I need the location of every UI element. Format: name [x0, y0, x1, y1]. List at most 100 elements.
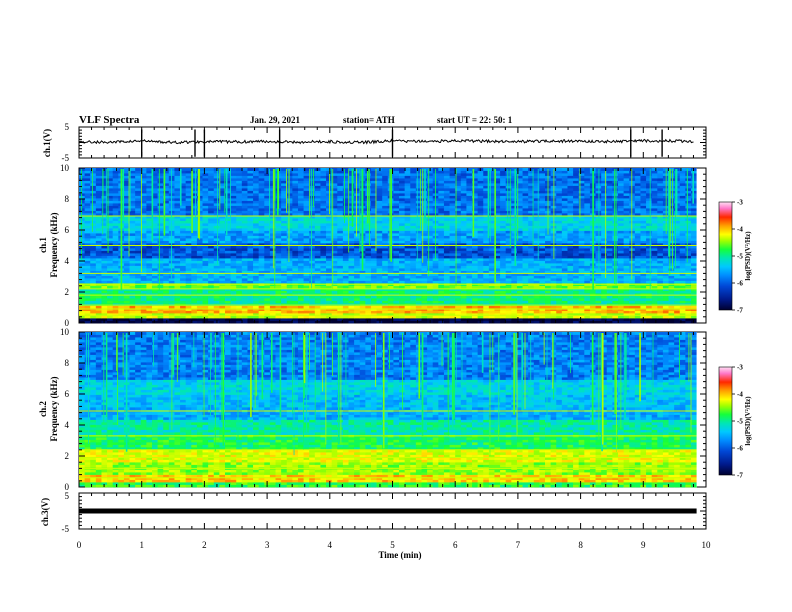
spectrogram-cell: [146, 220, 153, 224]
spectrogram-cell: [640, 228, 647, 231]
spectrogram-cell: [449, 230, 456, 234]
spectrogram-cell: [208, 245, 215, 249]
spectrogram-cell: [84, 288, 91, 291]
spectrogram-cell: [129, 223, 136, 226]
spectrogram-cell: [370, 288, 377, 291]
spectrogram-cell: [213, 305, 220, 309]
spectrogram-cell: [292, 255, 299, 259]
spectrogram-cell: [163, 235, 170, 239]
spectrogram-cell: [275, 240, 282, 244]
spectrogram-cell: [404, 278, 411, 281]
spectrogram-cell: [185, 265, 192, 269]
spectrogram-cell: [449, 228, 456, 231]
spectrogram-cell: [101, 298, 108, 301]
spectrogram-cell: [443, 315, 450, 319]
spectrogram-cell: [606, 243, 613, 246]
spectrogram-cell: [247, 290, 254, 294]
spectrogram-cell: [455, 225, 462, 229]
spectrogram-cell: [84, 278, 91, 281]
spectrogram-cell: [370, 268, 377, 271]
spectrogram-cell: [107, 298, 114, 301]
spectrogram-cell: [241, 280, 248, 284]
spectrogram-cell: [107, 243, 114, 246]
spectrogram-cell: [623, 288, 630, 291]
spectrogram-cell: [359, 310, 366, 314]
spectrogram-cell: [269, 290, 276, 294]
spectrogram-cell: [646, 318, 653, 321]
spectrogram-cell: [241, 263, 248, 266]
spectrogram-cell: [382, 273, 389, 276]
spectrogram-cell: [573, 320, 580, 324]
spectrogram-cell: [511, 315, 518, 319]
spectrogram-cell: [516, 293, 523, 296]
spectrogram-cell: [337, 280, 344, 284]
spectrogram-cell: [219, 215, 226, 219]
spectrogram-cell: [382, 218, 389, 221]
spectrogram-cell: [483, 245, 490, 249]
spectrogram-cell: [539, 263, 546, 266]
spectrogram-cell: [107, 210, 114, 214]
spectrogram-cell: [297, 298, 304, 301]
spectrogram-cell: [438, 288, 445, 291]
spectrogram-cell: [118, 303, 125, 306]
spectrogram-cell: [241, 288, 248, 291]
spectrogram-cell: [219, 223, 226, 226]
spectrogram-cell: [112, 263, 119, 266]
spectrogram-cell: [107, 258, 114, 261]
spectrogram-cell: [629, 263, 636, 266]
spectrogram-cell: [163, 248, 170, 251]
spectrogram-cell: [623, 238, 630, 241]
spectrogram-cell: [522, 228, 529, 231]
spectrogram-cell: [95, 265, 102, 269]
spectrogram-cell: [646, 220, 653, 224]
spectrogram-cell: [522, 315, 529, 319]
spectrogram-cell: [528, 243, 535, 246]
spectrogram-cell: [157, 288, 164, 291]
spectrogram-cell: [185, 293, 192, 296]
spectrogram-cell: [550, 263, 557, 266]
spectrogram-cell: [578, 243, 585, 246]
spectrogram-cell: [685, 290, 692, 294]
spectrogram-cell: [174, 318, 181, 321]
spectrogram-cell: [556, 285, 563, 289]
spectrogram-cell: [668, 258, 675, 261]
spectrogram-cell: [196, 270, 203, 274]
spectrogram-cell: [281, 288, 288, 291]
spectrogram-cell: [404, 260, 411, 264]
spectrogram-cell: [595, 315, 602, 319]
spectrogram-cell: [472, 223, 479, 226]
spectrogram-cell: [320, 225, 327, 229]
spectrogram-cell: [326, 313, 333, 316]
spectrogram-cell: [297, 243, 304, 246]
spectrogram-cell: [483, 220, 490, 224]
spectrogram-cell: [258, 305, 265, 309]
spectrogram-cell: [387, 315, 394, 319]
spectrogram-cell: [269, 320, 276, 324]
spectrogram-cell: [135, 223, 142, 226]
spectrogram-cell: [258, 240, 265, 244]
spectrogram-cell: [662, 303, 669, 306]
spectrogram-cell: [556, 303, 563, 306]
spectrogram-cell: [511, 250, 518, 254]
spectrogram-cell: [612, 315, 619, 319]
spectrogram-cell: [230, 215, 237, 219]
spectrogram-cell: [606, 228, 613, 231]
spectrogram-cell: [567, 233, 574, 236]
spectrogram-cell: [208, 298, 215, 301]
spectrogram-cell: [79, 273, 86, 276]
spectrogram-cell: [219, 253, 226, 256]
spectrogram-cell: [646, 278, 653, 281]
spectrogram-cell: [348, 318, 355, 321]
spectrogram-cell: [410, 275, 417, 279]
spectrogram-cell: [561, 265, 568, 269]
spectrogram-cell: [573, 255, 580, 259]
spectrogram-cell: [528, 255, 535, 259]
spectrogram-cell: [404, 285, 411, 289]
spectrogram-cell: [151, 275, 158, 279]
spectrogram-cell: [466, 223, 473, 226]
spectrogram-cell: [342, 273, 349, 276]
spectrogram-cell: [101, 258, 108, 261]
spectrogram-cell: [685, 318, 692, 321]
spectrogram-cell: [404, 238, 411, 241]
spectrogram-cell: [269, 265, 276, 269]
